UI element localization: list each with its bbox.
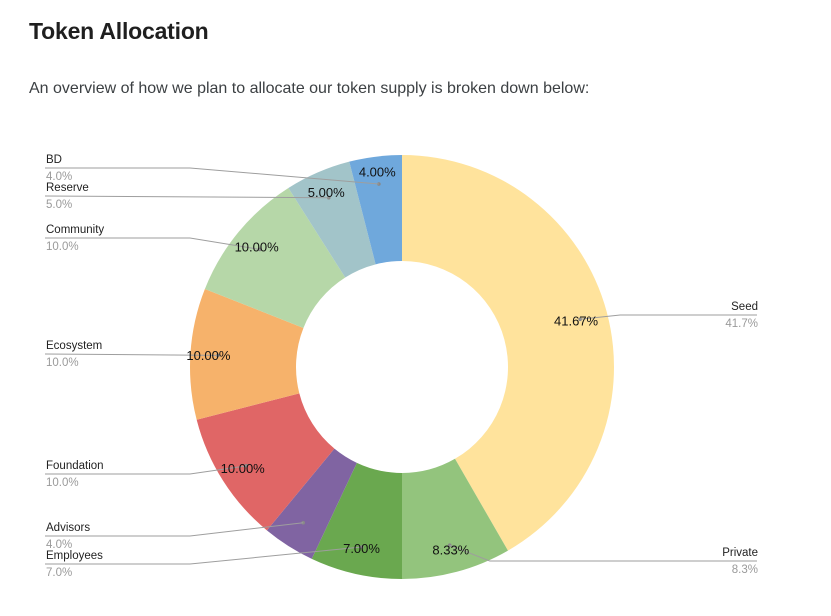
leader-line-advisors bbox=[45, 522, 304, 537]
slice-label-foundation: 10.00% bbox=[221, 461, 266, 476]
slice-reserve bbox=[288, 161, 376, 278]
legend-name-community: Community bbox=[46, 224, 104, 236]
slice-seed bbox=[402, 155, 615, 551]
legend-pct-ecosystem: 10.0% bbox=[46, 357, 79, 369]
legend-pct-seed: 41.7% bbox=[725, 318, 758, 330]
legend-name-private: Private bbox=[722, 547, 758, 559]
slice-advisors bbox=[266, 448, 357, 559]
legend-name-seed: Seed bbox=[731, 301, 758, 313]
leader-line-bd bbox=[45, 167, 379, 185]
legend-name-reserve: Reserve bbox=[46, 182, 89, 194]
leader-dot-reserve bbox=[326, 195, 331, 200]
slice-community bbox=[204, 188, 346, 328]
page-title: Token Allocation bbox=[29, 18, 209, 44]
slice-label-employees: 7.00% bbox=[343, 541, 380, 556]
slice-label-private: 8.33% bbox=[432, 542, 469, 557]
slice-label-bd: 4.00% bbox=[359, 164, 396, 179]
leader-line-employees bbox=[45, 546, 362, 565]
leader-line-private bbox=[449, 544, 757, 562]
leader-line-reserve bbox=[44, 195, 329, 199]
slice-label-ecosystem: 10.00% bbox=[186, 348, 231, 363]
leader-dot-seed bbox=[578, 317, 582, 322]
slice-foundation bbox=[196, 393, 335, 531]
leader-dot-employees bbox=[359, 545, 364, 549]
legend-name-bd: BD bbox=[46, 154, 62, 166]
slice-label-seed: 41.67% bbox=[554, 313, 599, 328]
legend-name-employees: Employees bbox=[46, 550, 103, 562]
legend-pct-advisors: 4.0% bbox=[46, 539, 72, 551]
legend-pct-private: 8.3% bbox=[732, 564, 758, 576]
slice-label-community: 10.00% bbox=[235, 240, 280, 255]
leader-line-seed bbox=[580, 314, 757, 320]
legend-name-ecosystem: Ecosystem bbox=[46, 340, 102, 352]
chart-leader-lines bbox=[44, 167, 757, 565]
leader-line-foundation bbox=[45, 465, 247, 475]
chart-slices bbox=[190, 155, 615, 579]
intro-text: An overview of how we plan to allocate o… bbox=[29, 80, 590, 97]
slice-private bbox=[402, 458, 508, 579]
chart-legend-labels: Seed 41.7% Private 8.3% Employees 7.0% Advisor… bbox=[46, 154, 758, 579]
legend-pct-reserve: 5.0% bbox=[46, 199, 72, 211]
chart-slice-labels: 41.67% 8.33% 7.00% 10.00% 10.00% 10.00% 5.00% 4… bbox=[186, 164, 598, 557]
leader-line-community bbox=[45, 237, 260, 250]
legend-name-advisors: Advisors bbox=[46, 522, 90, 534]
legend-pct-community: 10.0% bbox=[46, 241, 79, 253]
slice-ecosystem bbox=[190, 288, 304, 420]
slice-label-reserve: 5.00% bbox=[308, 185, 345, 200]
legend-pct-bd: 4.0% bbox=[46, 171, 72, 183]
leader-line-ecosystem bbox=[44, 353, 218, 356]
legend-pct-employees: 7.0% bbox=[46, 567, 72, 579]
legend-pct-foundation: 10.0% bbox=[46, 477, 79, 489]
legend-name-foundation: Foundation bbox=[46, 460, 104, 472]
leader-dot-ecosystem bbox=[216, 353, 220, 358]
